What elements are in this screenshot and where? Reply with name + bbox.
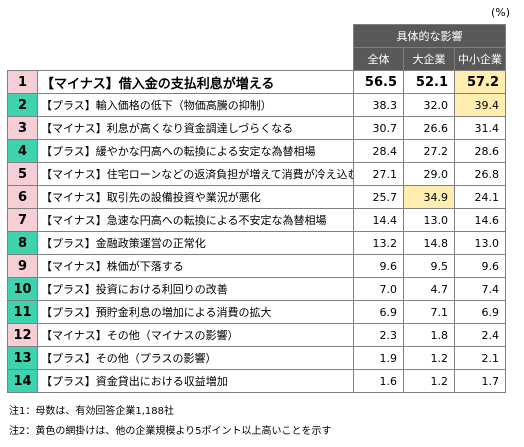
value-cell: 7.0	[353, 277, 404, 301]
value-cell: 14.8	[403, 231, 455, 255]
value-cell: 31.4	[453, 116, 507, 140]
rank-cell: 13	[7, 346, 38, 370]
note-line: 注1：母数は、有効回答企業1,188社	[9, 406, 174, 417]
rank-cell: 7	[7, 208, 38, 232]
value-cell: 2.1	[453, 346, 507, 370]
table-row: 11 【プラス】預貯金利息の増加による消費の拡大 6.9 7.1 6.9	[7, 300, 507, 324]
table-row: 2 【プラス】輸入価格の低下（物価高騰の抑制） 38.3 32.0 39.4	[7, 93, 507, 117]
table-row: 5 【マイナス】住宅ローンなどの返済負担が増えて消費が冷え込む 27.1 29.0 26…	[7, 162, 507, 186]
column-header: 中小企業	[453, 47, 507, 71]
value-cell: 30.7	[353, 116, 404, 140]
row-label: 【プラス】資金貸出における収益増加	[37, 369, 354, 393]
value-cell: 13.0	[453, 231, 507, 255]
value-cell: 26.6	[403, 116, 455, 140]
row-label: 【プラス】緩やかな円高への転換による安定な為替相場	[37, 139, 354, 163]
value-cell: 9.6	[453, 254, 507, 278]
row-label: 【プラス】投資における利回りの改善	[37, 277, 354, 301]
header-blank	[8, 25, 354, 48]
value-cell: 2.3	[353, 323, 404, 347]
value-cell: 2.4	[453, 323, 507, 347]
value-cell: 1.7	[453, 369, 507, 393]
header-blank	[8, 48, 354, 71]
value-cell: 32.0	[403, 93, 455, 117]
column-header: 全体	[353, 47, 404, 71]
value-cell: 1.6	[353, 369, 404, 393]
table-row: 9 【マイナス】株価が下落する 9.6 9.5 9.6	[7, 254, 507, 278]
table-row: 12 【マイナス】その他（マイナスの影響） 2.3 1.8 2.4	[7, 323, 507, 347]
value-cell: 6.9	[353, 300, 404, 324]
column-header: 大企業	[403, 47, 455, 71]
value-cell: 24.1	[453, 185, 507, 209]
rank-cell: 14	[7, 369, 38, 393]
row-label: 【プラス】輸入価格の低下（物価高騰の抑制）	[37, 93, 354, 117]
value-cell: 52.1	[403, 70, 455, 94]
value-cell: 39.4	[453, 93, 507, 117]
value-cell: 13.2	[353, 231, 404, 255]
rank-cell: 3	[7, 116, 38, 140]
value-cell: 26.8	[453, 162, 507, 186]
value-cell: 27.2	[403, 139, 455, 163]
row-label: 【マイナス】住宅ローンなどの返済負担が増えて消費が冷え込む	[37, 162, 354, 186]
table-row: 10 【プラス】投資における利回りの改善 7.0 4.7 7.4	[7, 277, 507, 301]
rank-cell: 12	[7, 323, 38, 347]
value-cell: 7.4	[453, 277, 507, 301]
value-cell: 1.8	[403, 323, 455, 347]
note-line: 注2：黄色の網掛けは、他の企業規模より5ポイント以上高いことを示す	[9, 426, 332, 437]
notes: 注1：母数は、有効回答企業1,188社 注2：黄色の網掛けは、他の企業規模より5…	[9, 402, 332, 442]
rank-cell: 11	[7, 300, 38, 324]
value-cell: 6.9	[453, 300, 507, 324]
row-label: 【マイナス】急速な円高への転換による不安定な為替相場	[37, 208, 354, 232]
table-row: 6 【マイナス】取引先の設備投資や業況が悪化 25.7 34.9 24.1	[7, 185, 507, 209]
table-row: 13 【プラス】その他（プラスの影響） 1.9 1.2 2.1	[7, 346, 507, 370]
table-row: 8 【プラス】金融政策運営の正常化 13.2 14.8 13.0	[7, 231, 507, 255]
value-cell: 13.0	[403, 208, 455, 232]
value-cell: 25.7	[353, 185, 404, 209]
table-body: 1 【マイナス】借入金の支払利息が増える 56.5 52.1 57.2 2 【プラス】輸入価…	[7, 70, 507, 393]
table-row: 3 【マイナス】利息が高くなり資金調達しづらくなる 30.7 26.6 31.4	[7, 116, 507, 140]
rank-cell: 10	[7, 277, 38, 301]
rank-cell: 6	[7, 185, 38, 209]
value-cell: 28.6	[453, 139, 507, 163]
rank-cell: 8	[7, 231, 38, 255]
value-cell: 1.9	[353, 346, 404, 370]
value-cell: 7.1	[403, 300, 455, 324]
value-cell: 57.2	[453, 70, 507, 94]
rank-cell: 5	[7, 162, 38, 186]
row-label: 【プラス】金融政策運営の正常化	[37, 231, 354, 255]
table-row: 7 【マイナス】急速な円高への転換による不安定な為替相場 14.4 13.0 14.6	[7, 208, 507, 232]
table-row: 14 【プラス】資金貸出における収益増加 1.6 1.2 1.7	[7, 369, 507, 393]
table-row: 4 【プラス】緩やかな円高への転換による安定な為替相場 28.4 27.2 28.6	[7, 139, 507, 163]
rank-cell: 4	[7, 139, 38, 163]
value-cell: 9.6	[353, 254, 404, 278]
value-cell: 14.6	[453, 208, 507, 232]
rank-cell: 2	[7, 93, 38, 117]
value-cell: 4.7	[403, 277, 455, 301]
value-cell: 1.2	[403, 369, 455, 393]
row-label: 【マイナス】株価が下落する	[37, 254, 354, 278]
value-cell: 27.1	[353, 162, 404, 186]
rank-cell: 1	[7, 70, 38, 94]
value-cell: 9.5	[403, 254, 455, 278]
rank-cell: 9	[7, 254, 38, 278]
value-cell: 34.9	[403, 185, 455, 209]
value-cell: 14.4	[353, 208, 404, 232]
impact-table: 具体的な影響 全体 大企業 中小企業 1 【マイナス】借入金の支払利息が増える 56…	[7, 24, 507, 393]
value-cell: 29.0	[403, 162, 455, 186]
value-cell: 1.2	[403, 346, 455, 370]
table-row: 1 【マイナス】借入金の支払利息が増える 56.5 52.1 57.2	[7, 70, 507, 94]
row-label: 【プラス】預貯金利息の増加による消費の拡大	[37, 300, 354, 324]
unit-label: (%)	[490, 6, 510, 19]
row-label: 【マイナス】利息が高くなり資金調達しづらくなる	[37, 116, 354, 140]
row-label: 【プラス】その他（プラスの影響）	[37, 346, 354, 370]
row-label: 【マイナス】その他（マイナスの影響）	[37, 323, 354, 347]
row-label: 【マイナス】取引先の設備投資や業況が悪化	[37, 185, 354, 209]
value-cell: 38.3	[353, 93, 404, 117]
row-label: 【マイナス】借入金の支払利息が増える	[37, 70, 354, 94]
value-cell: 28.4	[353, 139, 404, 163]
group-header: 具体的な影響	[352, 24, 507, 48]
value-cell: 56.5	[353, 70, 404, 94]
